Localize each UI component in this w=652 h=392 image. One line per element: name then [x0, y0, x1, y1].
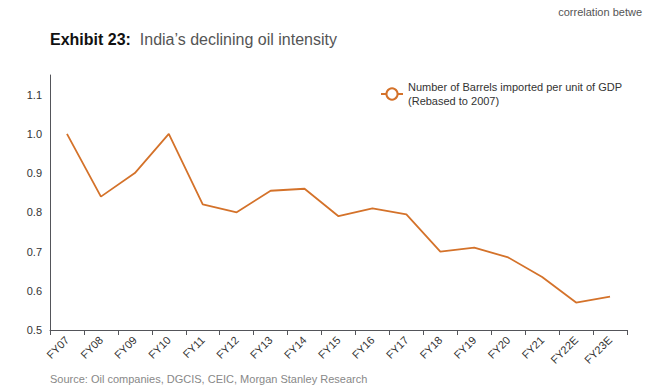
- svg-text:FY07: FY07: [44, 334, 71, 361]
- svg-text:FY17: FY17: [384, 334, 411, 361]
- svg-text:FY23E: FY23E: [582, 334, 614, 366]
- svg-text:correlation betwe: correlation betwe: [558, 6, 642, 18]
- svg-text:0.8: 0.8: [27, 206, 42, 218]
- svg-text:Exhibit 23:: Exhibit 23:: [50, 31, 131, 48]
- svg-text:FY22E: FY22E: [548, 334, 580, 366]
- svg-text:FY19: FY19: [451, 334, 478, 361]
- svg-text:1.0: 1.0: [27, 128, 42, 140]
- svg-text:0.9: 0.9: [27, 167, 42, 179]
- svg-text:FY20: FY20: [485, 334, 512, 361]
- svg-text:FY16: FY16: [350, 334, 377, 361]
- svg-text:FY09: FY09: [112, 334, 139, 361]
- svg-text:FY21: FY21: [519, 334, 546, 361]
- svg-text:FY08: FY08: [78, 334, 105, 361]
- svg-text:FY18: FY18: [418, 334, 445, 361]
- svg-text:FY15: FY15: [316, 334, 343, 361]
- svg-text:FY12: FY12: [214, 334, 241, 361]
- svg-text:FY10: FY10: [146, 334, 173, 361]
- svg-text:FY14: FY14: [282, 334, 309, 361]
- svg-text:0.6: 0.6: [27, 285, 42, 297]
- svg-text:1.1: 1.1: [27, 89, 42, 101]
- svg-text:0.5: 0.5: [27, 324, 42, 336]
- svg-text:(Rebased to 2007): (Rebased to 2007): [408, 95, 499, 107]
- svg-text:Number of Barrels imported per: Number of Barrels imported per unit of G…: [408, 81, 622, 93]
- svg-text:India’s declining oil intensit: India’s declining oil intensity: [131, 31, 337, 48]
- svg-text:FY11: FY11: [180, 334, 206, 360]
- svg-text:Source: Oil companies, DGCIS,: Source: Oil companies, DGCIS, CEIC, Morg…: [50, 373, 367, 385]
- svg-text:0.7: 0.7: [27, 246, 42, 258]
- svg-text:FY13: FY13: [248, 334, 275, 361]
